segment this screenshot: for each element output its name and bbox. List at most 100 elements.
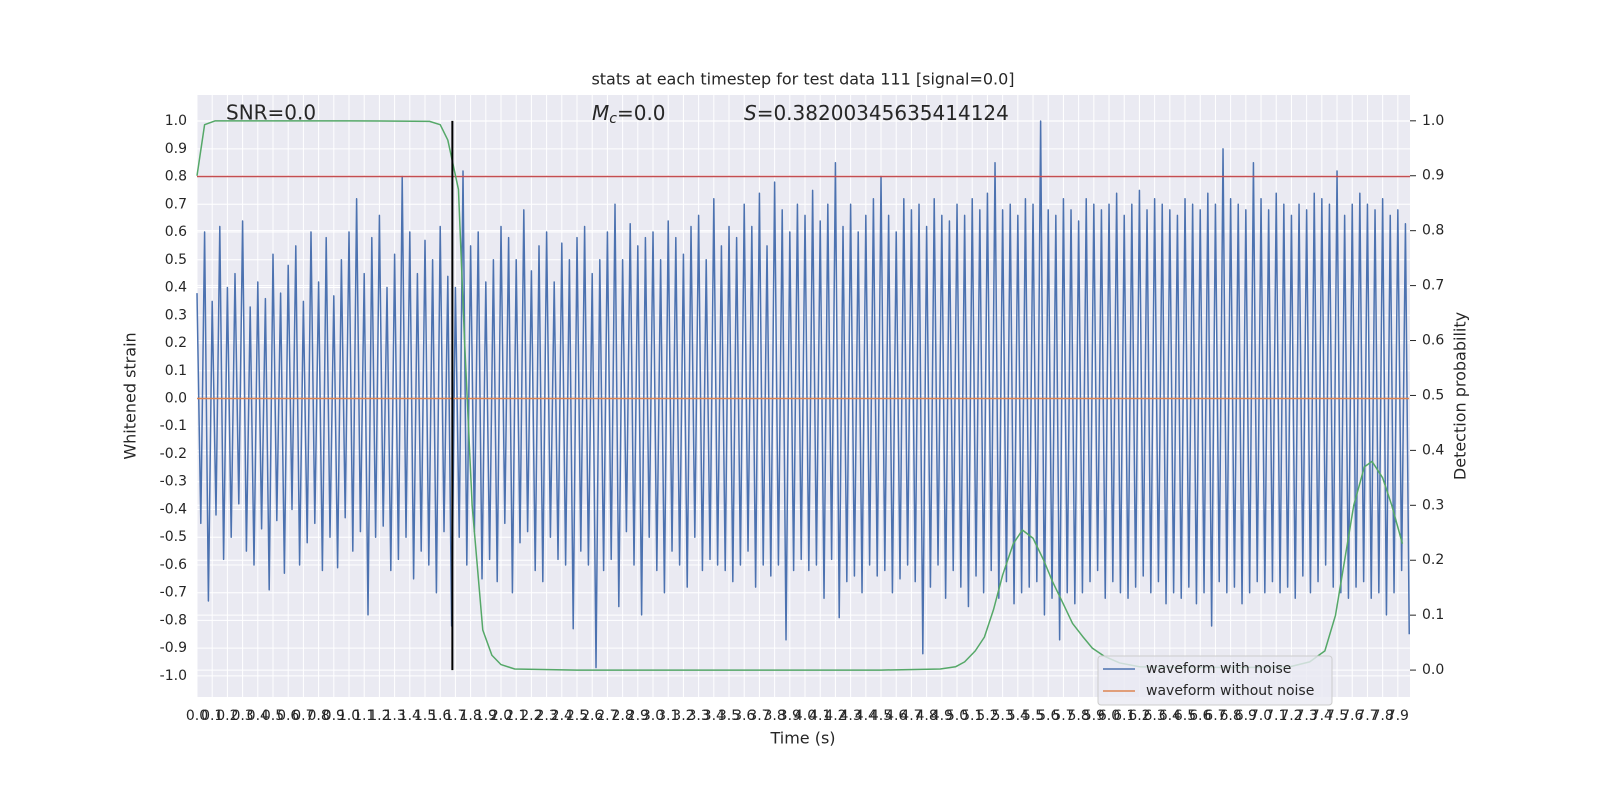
- x-tick-label: 0.9: [323, 708, 345, 724]
- x-tick-label: 7.8: [1372, 708, 1394, 724]
- x-tick-label: 7.3: [1296, 708, 1318, 724]
- x-tick-label: 0.4: [247, 708, 269, 724]
- x-tick-label: 6.4: [1159, 708, 1181, 724]
- y-tick-label: 0.4: [165, 280, 187, 296]
- annotation: Mc=0.0: [592, 101, 666, 128]
- x-tick-label: 5.9: [1083, 708, 1105, 724]
- y-tick-label: 1.0: [165, 113, 187, 129]
- x-tick-label: 6.9: [1235, 708, 1257, 724]
- y2-tick-label: 0.3: [1422, 497, 1444, 513]
- x-tick-label: 2.3: [535, 708, 557, 724]
- x-tick-label: 3.0: [642, 708, 664, 724]
- y2-tick-label: 0.9: [1422, 168, 1444, 184]
- annotation-symbol: S: [744, 101, 757, 125]
- y-tick-label: 0.9: [165, 141, 187, 157]
- y-tick-label: 0.2: [165, 335, 187, 351]
- x-tick-label: 7.5: [1326, 708, 1348, 724]
- x-tick-label: 6.0: [1098, 708, 1120, 724]
- tick-labels: 0.00.10.20.30.40.50.60.70.80.91.01.11.21…: [160, 113, 1445, 724]
- x-tick-label: 1.8: [459, 708, 481, 724]
- x-tick-label: 2.5: [566, 708, 588, 724]
- x-tick-label: 3.6: [733, 708, 755, 724]
- annotation: SNR=0.0: [226, 101, 316, 125]
- x-tick-label: 5.7: [1052, 708, 1074, 724]
- x-tick-label: 4.4: [855, 708, 877, 724]
- x-tick-label: 6.3: [1143, 708, 1165, 724]
- y-tick-label: -0.9: [160, 640, 187, 656]
- legend: waveform with noise waveform without nois…: [1097, 655, 1333, 706]
- x-tick-label: 7.0: [1250, 708, 1272, 724]
- y2-tick-label: 0.7: [1422, 278, 1444, 294]
- y-tick-label: -0.1: [160, 418, 187, 434]
- x-tick-label: 4.7: [900, 708, 922, 724]
- x-tick-label: 5.1: [961, 708, 983, 724]
- x-tick-label: 7.1: [1265, 708, 1287, 724]
- x-tick-label: 6.2: [1128, 708, 1150, 724]
- x-tick-label: 0.7: [292, 708, 314, 724]
- x-tick-label: 7.6: [1341, 708, 1363, 724]
- y2-axis-label: Detection probability: [1451, 312, 1470, 480]
- x-tick-label: 6.1: [1113, 708, 1135, 724]
- series-line: [196, 120, 1410, 669]
- y-tick-label: -0.3: [160, 474, 187, 490]
- chart-title: stats at each timestep for test data 111…: [591, 70, 1014, 89]
- x-tick-label: 1.7: [444, 708, 466, 724]
- x-tick-label: 3.2: [672, 708, 694, 724]
- legend-box: [1097, 655, 1333, 706]
- y-tick-label: -0.4: [160, 501, 187, 517]
- annotation-text: =0.0: [617, 101, 666, 125]
- x-tick-label: 0.3: [231, 708, 253, 724]
- y-tick-label: 0.8: [165, 169, 187, 185]
- x-tick-label: 1.6: [429, 708, 451, 724]
- annotation-subscript: c: [609, 111, 617, 127]
- y2-tick-label: 1.0: [1422, 113, 1444, 129]
- x-tick-label: 2.0: [490, 708, 512, 724]
- x-tick-label: 2.1: [505, 708, 527, 724]
- x-tick-label: 3.1: [657, 708, 679, 724]
- x-tick-label: 1.4: [399, 708, 421, 724]
- x-tick-label: 0.5: [262, 708, 284, 724]
- x-tick-label: 2.9: [627, 708, 649, 724]
- x-tick-label: 6.5: [1174, 708, 1196, 724]
- x-tick-label: 7.9: [1387, 708, 1409, 724]
- x-tick-label: 2.4: [551, 708, 573, 724]
- y-axis-label: Whitened strain: [121, 332, 140, 459]
- x-tick-label: 0.1: [201, 708, 223, 724]
- y-tick-label: -1.0: [160, 668, 187, 684]
- y-tick-label: 0.6: [165, 224, 187, 240]
- x-tick-label: 1.3: [383, 708, 405, 724]
- x-axis-label: Time (s): [769, 729, 835, 748]
- y2-tick-label: 0.0: [1422, 662, 1444, 678]
- x-tick-label: 4.9: [931, 708, 953, 724]
- x-tick-label: 3.9: [779, 708, 801, 724]
- x-tick-label: 3.3: [687, 708, 709, 724]
- y-tick-label: -0.6: [160, 557, 187, 573]
- x-tick-label: 1.1: [353, 708, 375, 724]
- y2-tick-label: 0.6: [1422, 333, 1444, 349]
- x-tick-label: 4.1: [809, 708, 831, 724]
- y2-tick-label: 0.8: [1422, 223, 1444, 239]
- x-tick-label: 0.2: [216, 708, 238, 724]
- x-tick-label: 2.2: [520, 708, 542, 724]
- y-tick-label: 0.7: [165, 196, 187, 212]
- x-tick-label: 4.5: [870, 708, 892, 724]
- x-tick-label: 4.0: [794, 708, 816, 724]
- x-tick-label: 5.4: [1007, 708, 1029, 724]
- x-tick-label: 1.9: [475, 708, 497, 724]
- x-tick-label: 4.2: [824, 708, 846, 724]
- x-tick-label: 6.6: [1189, 708, 1211, 724]
- annotation-symbol: M: [592, 101, 609, 125]
- x-tick-label: 3.5: [718, 708, 740, 724]
- x-tick-label: 3.7: [748, 708, 770, 724]
- y2-tick-label: 0.4: [1422, 442, 1444, 458]
- y-tick-label: 0.5: [165, 252, 187, 268]
- y-tick-label: -0.7: [160, 585, 187, 601]
- y-tick-label: -0.2: [160, 446, 187, 462]
- x-tick-label: 1.2: [368, 708, 390, 724]
- x-tick-label: 6.8: [1220, 708, 1242, 724]
- x-tick-label: 1.0: [338, 708, 360, 724]
- y-tick-label: 0.1: [165, 363, 187, 379]
- marks: [196, 120, 1410, 671]
- x-tick-label: 5.2: [976, 708, 998, 724]
- annotation-text: =0.38200345635414124: [757, 101, 1009, 125]
